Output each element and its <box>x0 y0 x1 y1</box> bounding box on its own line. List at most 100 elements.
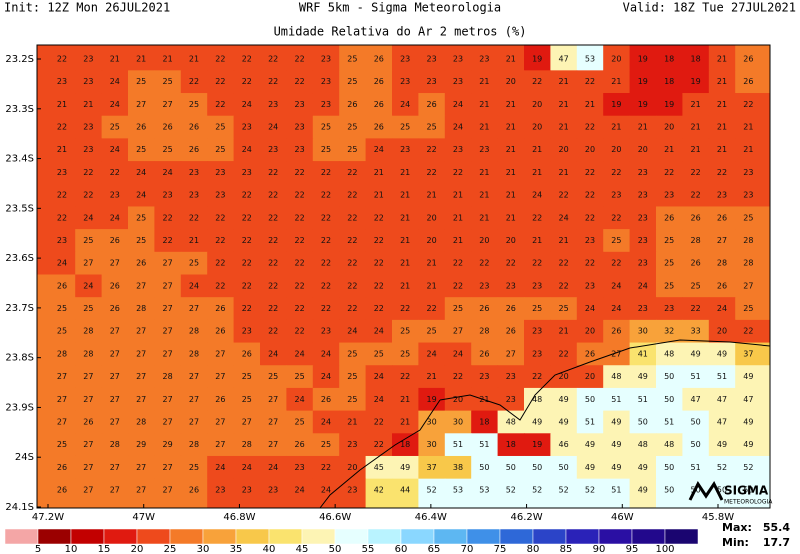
grid-cell <box>708 433 736 457</box>
grid-cell <box>180 455 208 480</box>
grid-cell <box>154 45 182 71</box>
cell-value: 23 <box>215 191 225 200</box>
grid-cell <box>75 342 103 366</box>
grid-cell <box>471 45 499 71</box>
grid-cell <box>550 387 578 412</box>
cell-value: 49 <box>743 372 753 381</box>
cell-value: 26 <box>57 281 67 290</box>
grid-cell <box>576 138 604 162</box>
grid-cell <box>128 229 155 253</box>
grid-cell <box>524 45 551 71</box>
cell-value: 37 <box>427 463 437 472</box>
grid-cell <box>735 297 771 321</box>
cell-value: 23 <box>268 145 278 154</box>
cell-value: 22 <box>295 327 305 336</box>
colorbar-box <box>598 528 633 545</box>
lat-label: 23.2S <box>5 54 34 65</box>
grid-cell <box>576 251 604 275</box>
cell-value: 25 <box>347 145 357 154</box>
grid-cell <box>708 365 736 389</box>
grid-cell <box>576 206 604 230</box>
cell-value: 21 <box>400 168 410 177</box>
grid-cell <box>101 455 129 480</box>
grid-cell <box>101 387 129 412</box>
grid-cell <box>365 274 393 298</box>
colorbar-label: 80 <box>527 544 540 554</box>
cell-value: 21 <box>664 145 674 154</box>
grid-cell <box>735 70 771 94</box>
grid-cell <box>444 274 472 298</box>
cell-value: 21 <box>638 123 648 132</box>
grid-cell <box>550 93 578 117</box>
grid-cell <box>708 229 736 253</box>
grid-cell <box>37 251 76 275</box>
grid-cell <box>629 251 657 275</box>
cell-value: 41 <box>638 349 648 358</box>
grid-cell <box>497 319 525 344</box>
grid-cell <box>75 478 103 509</box>
cell-value: 26 <box>743 77 753 86</box>
cell-value: 24 <box>110 213 120 222</box>
cell-value: 24 <box>242 145 252 154</box>
grid-cell <box>154 93 182 117</box>
cell-value: 21 <box>374 168 384 177</box>
cell-value: 21 <box>374 191 384 200</box>
colorbar-box <box>70 528 105 545</box>
cell-value: 52 <box>427 486 437 495</box>
cell-value: 24 <box>215 463 225 472</box>
grid-cell <box>708 93 736 117</box>
cell-value: 23 <box>453 77 463 86</box>
cell-value: 21 <box>479 100 489 109</box>
grid-cell <box>682 206 710 230</box>
cell-value: 25 <box>136 145 146 154</box>
grid-cell <box>708 206 736 230</box>
grid-cell <box>101 206 129 230</box>
cell-value: 28 <box>691 236 701 245</box>
grid-cell <box>260 319 287 344</box>
cell-value: 52 <box>532 486 542 495</box>
cell-value: 27 <box>163 327 173 336</box>
cell-value: 23 <box>427 77 437 86</box>
grid-cell <box>101 138 129 162</box>
grid-cell <box>286 274 314 298</box>
cell-value: 26 <box>215 327 225 336</box>
cell-value: 24 <box>110 77 120 86</box>
grid-cell <box>180 365 208 389</box>
cell-value: 21 <box>506 145 516 154</box>
grid-cell <box>550 138 578 162</box>
lat-label: 23.3S <box>5 104 34 115</box>
colorbar-box <box>103 528 138 545</box>
grid-cell <box>603 478 631 509</box>
grid-cell <box>629 297 657 321</box>
grid-cell <box>471 297 499 321</box>
grid-cell <box>75 138 103 162</box>
grid-cell <box>497 274 525 298</box>
cell-value: 27 <box>136 281 146 290</box>
grid-cell <box>128 387 155 412</box>
grid-cell <box>101 229 129 253</box>
grid-cell <box>735 93 771 117</box>
grid-cell <box>365 138 393 162</box>
grid-cell <box>708 70 736 94</box>
cell-value: 51 <box>691 372 701 381</box>
grid-cell <box>392 229 419 253</box>
cell-value: 26 <box>717 281 727 290</box>
grid-cell <box>471 342 499 366</box>
cell-value: 30 <box>427 440 437 449</box>
cell-value: 22 <box>347 236 357 245</box>
lon-label: 47W <box>132 512 155 523</box>
cell-value: 23 <box>479 281 489 290</box>
grid-cell <box>128 45 155 71</box>
cell-value: 24 <box>295 395 305 404</box>
cell-value: 23 <box>717 191 727 200</box>
grid-cell <box>392 183 419 207</box>
cell-value: 50 <box>664 463 674 472</box>
cell-value: 32 <box>664 327 674 336</box>
cell-value: 26 <box>189 123 199 132</box>
cell-value: 26 <box>691 213 701 222</box>
grid-cell <box>101 93 129 117</box>
grid-cell <box>286 455 314 480</box>
grid-cell <box>233 342 261 366</box>
grid-cell <box>629 138 657 162</box>
